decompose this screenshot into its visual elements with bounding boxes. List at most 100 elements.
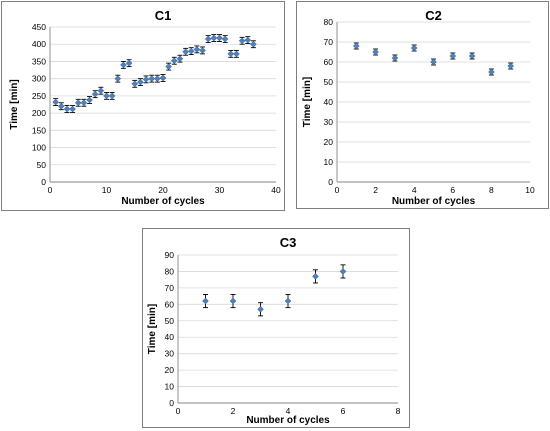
c2-y-tick-label: 40 (324, 97, 334, 107)
c2-x-tick-label: 4 (412, 185, 417, 195)
c2-y-tick-label: 0 (328, 177, 333, 187)
c3-y-tick-label: 90 (165, 250, 175, 260)
c2-data-point (488, 68, 495, 76)
c1-data-point (210, 34, 218, 42)
c2-data-point (468, 52, 476, 60)
c1-data-point (114, 75, 122, 83)
c2-data-point (507, 62, 515, 70)
c3-data-point (257, 305, 264, 313)
c2-x-tick-label: 10 (525, 185, 535, 195)
c2-y-tick-label: 50 (324, 77, 334, 87)
c2-data-point (352, 42, 360, 50)
c1-data-point (57, 102, 65, 110)
c2-x-tick-label: 8 (489, 185, 494, 195)
c3-x-tick-label: 2 (231, 406, 236, 416)
c2-y-tick-label: 20 (324, 137, 334, 147)
c1-chart-title: C1 (155, 8, 172, 23)
c3-y-tick-label: 40 (165, 332, 175, 342)
c3-y-tick-label: 50 (165, 316, 175, 326)
c2-y-tick-label: 30 (324, 117, 334, 127)
c1-data-point (97, 87, 105, 95)
c1-y-tick-label: 400 (32, 39, 46, 49)
c2-x-tick-label: 6 (450, 185, 455, 195)
chart-c1-svg: 0 50 100 150 200 250 300 350 400 450 0 10 20 30 40 C1 Nu… (9, 8, 281, 207)
c1-data-point (137, 78, 144, 86)
chart-panel-c1: 0 50 100 150 200 250 300 350 400 450 0 10 20 30 40 C1 Nu… (1, 1, 285, 211)
c1-y-tick-label: 450 (32, 22, 46, 32)
c1-data-point (80, 99, 88, 107)
c1-data-point (63, 105, 71, 113)
c1-data-point (204, 35, 212, 43)
c2-x-tick-label: 0 (335, 185, 340, 195)
c1-x-tick-label: 20 (158, 185, 168, 195)
c1-data-point (148, 75, 156, 83)
chart-panel-c2: 0 10 20 30 40 50 60 70 80 0 2 4 6 8 10 C2 Number of cycl… (296, 1, 549, 209)
c2-y-tick-label: 10 (324, 157, 334, 167)
c1-data-point (182, 48, 189, 56)
c1-data-point (250, 40, 257, 48)
c1-y-tick-label: 250 (32, 91, 46, 101)
c2-chart-title: C2 (425, 8, 442, 23)
c3-x-tick-label: 0 (176, 406, 181, 416)
c1-data-point (153, 75, 161, 83)
c1-y-tick-label: 0 (41, 177, 46, 187)
c3-y-tick-label: 20 (165, 365, 175, 375)
c1-data-point (142, 76, 150, 83)
c1-data-point (227, 50, 235, 58)
c3-y-tick-label: 30 (165, 349, 175, 359)
c1-data-point (233, 50, 240, 58)
c1-y-tick-label: 200 (32, 108, 46, 118)
c2-data-point (372, 48, 379, 56)
c1-data-point (187, 47, 195, 55)
c3-y-tick-label: 10 (165, 382, 175, 392)
c1-data-point (86, 96, 93, 104)
c1-y-tick-label: 50 (37, 160, 47, 170)
c1-data-point (74, 99, 82, 107)
c3-x-tick-label: 8 (396, 406, 401, 416)
c1-y-tick-label: 100 (32, 143, 46, 153)
c1-data-point (52, 98, 60, 106)
c1-data-point (216, 34, 223, 42)
c3-data-point (229, 297, 237, 305)
c1-x-axis-title: Number of cycles (121, 196, 205, 207)
c1-y-tick-label: 150 (32, 125, 46, 135)
c1-data-point (170, 57, 178, 65)
c1-x-tick-label: 40 (271, 185, 281, 195)
c2-y-tick-label: 60 (324, 57, 334, 67)
c1-data-point (125, 59, 133, 67)
c1-data-point (131, 80, 139, 88)
c3-x-tick-label: 4 (286, 406, 291, 416)
c3-y-tick-label: 60 (165, 299, 175, 309)
c1-data-point (238, 37, 246, 45)
c1-data-point (176, 55, 184, 63)
c2-y-tick-label: 70 (324, 37, 334, 47)
chart-panel-c3: 0 10 20 30 40 50 60 70 80 90 0 2 4 6 8 C3 Number of cycl… (142, 228, 410, 428)
c1-data-point (165, 63, 173, 70)
c3-data-point (202, 297, 209, 305)
c3-x-tick-label: 6 (341, 406, 346, 416)
chart-c2-svg: 0 10 20 30 40 50 60 70 80 0 2 4 6 8 10 C2 Number of cycl… (302, 8, 535, 207)
c1-x-tick-label: 10 (102, 185, 112, 195)
c2-data-point (391, 54, 399, 62)
c1-data-point (199, 47, 206, 54)
c1-data-point (103, 92, 110, 100)
c1-data-point (193, 46, 201, 53)
c3-y-tick-label: 70 (165, 283, 175, 293)
c3-chart-title: C3 (280, 235, 297, 250)
c3-data-point (339, 268, 347, 275)
c1-y-axis-title: Time [min] (9, 79, 20, 129)
c3-x-axis-title: Number of cycles (246, 415, 330, 426)
c1-y-tick-label: 350 (32, 56, 46, 66)
c1-data-point (159, 74, 167, 82)
c3-y-tick-label: 80 (165, 266, 175, 276)
c2-data-point (410, 44, 418, 52)
c1-data-point (69, 105, 76, 113)
c2-x-axis-title: Number of cycles (392, 196, 476, 207)
c1-y-tick-label: 300 (32, 74, 46, 84)
c1-x-tick-label: 0 (48, 185, 53, 195)
c3-data-point (312, 273, 319, 280)
c1-data-point (91, 90, 99, 98)
c3-y-tick-label: 0 (169, 398, 174, 408)
c2-y-axis-title: Time [min] (302, 77, 313, 127)
c1-data-point (120, 61, 127, 69)
